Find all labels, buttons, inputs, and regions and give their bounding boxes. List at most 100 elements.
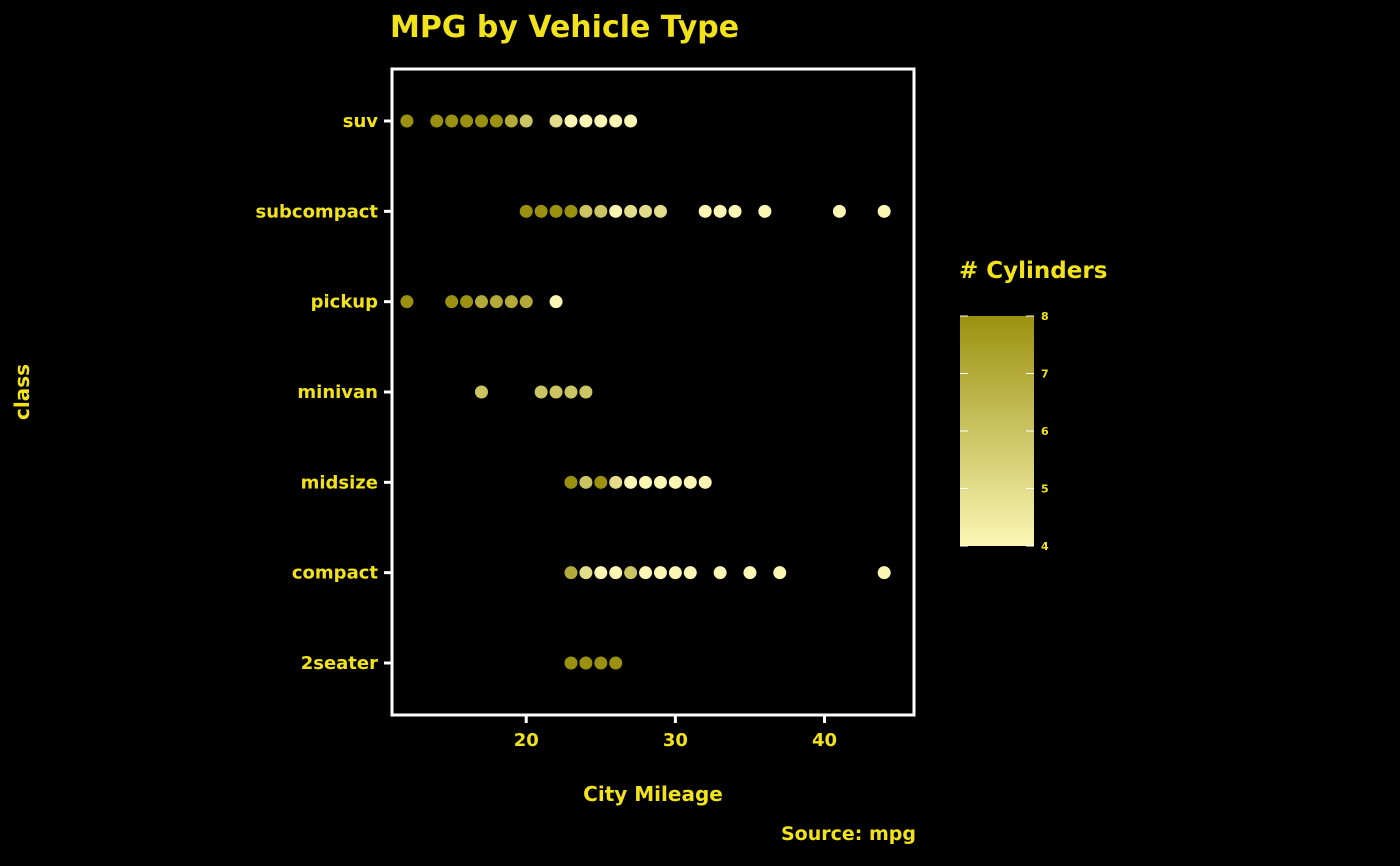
panel-border (390, 67, 916, 717)
data-point (579, 114, 593, 128)
data-point (564, 566, 578, 580)
y-tick-label: suv (343, 111, 379, 132)
y-tick-label: midsize (301, 472, 378, 493)
legend-tick-label: 7 (1041, 368, 1049, 381)
data-point (564, 204, 578, 218)
data-point (564, 656, 578, 670)
legend-tick-label: 5 (1041, 483, 1049, 496)
data-point (579, 385, 593, 399)
data-point (519, 295, 533, 309)
data-point (624, 475, 638, 489)
data-point (489, 295, 503, 309)
data-point (624, 114, 638, 128)
data-point (549, 114, 563, 128)
data-point (474, 114, 488, 128)
data-point (639, 475, 653, 489)
data-point (668, 475, 682, 489)
legend-tick-label: 6 (1041, 425, 1049, 438)
data-point (564, 385, 578, 399)
y-tick-label: minivan (297, 382, 378, 403)
y-axis-title: class (10, 364, 34, 420)
data-point (474, 385, 488, 399)
legend-tick-label: 8 (1041, 310, 1049, 323)
data-point (653, 566, 667, 580)
data-points (400, 114, 891, 670)
data-point (400, 295, 414, 309)
color-legend: # Cylinders 4 5 6 7 8 (959, 258, 1107, 553)
data-point (549, 204, 563, 218)
x-tick-label: 40 (812, 730, 837, 751)
data-point (758, 204, 772, 218)
data-point (460, 114, 474, 128)
data-point (609, 475, 623, 489)
data-point (609, 204, 623, 218)
data-point (445, 114, 459, 128)
legend-title: # Cylinders (959, 258, 1107, 284)
data-point (400, 114, 414, 128)
data-point (564, 475, 578, 489)
y-axis: 2seater compact midsize minivan pickup subcom… (255, 111, 391, 674)
data-point (639, 204, 653, 218)
data-point (579, 566, 593, 580)
data-point (579, 475, 593, 489)
data-point (773, 566, 787, 580)
data-point (534, 204, 548, 218)
data-point (579, 204, 593, 218)
data-point (445, 295, 459, 309)
legend-tick-label: 4 (1041, 540, 1049, 553)
data-point (624, 566, 638, 580)
data-point (594, 566, 608, 580)
data-point (877, 566, 891, 580)
data-point (713, 204, 727, 218)
data-point (594, 204, 608, 218)
x-axis-title: City Mileage (583, 782, 723, 806)
data-point (549, 295, 563, 309)
data-point (668, 566, 682, 580)
data-point (653, 475, 667, 489)
data-point (728, 204, 742, 218)
data-point (594, 114, 608, 128)
data-point (594, 475, 608, 489)
data-point (743, 566, 757, 580)
data-point (832, 204, 846, 218)
x-axis: 20 30 40 (514, 716, 837, 751)
y-tick-label: 2seater (301, 653, 378, 674)
y-tick-label: subcompact (255, 201, 378, 222)
data-point (430, 114, 444, 128)
data-point (564, 114, 578, 128)
data-point (594, 656, 608, 670)
data-point (489, 114, 503, 128)
legend-colorbar (960, 316, 1034, 546)
data-point (504, 295, 518, 309)
data-point (653, 204, 667, 218)
y-tick-label: pickup (311, 292, 379, 313)
y-tick-label: compact (292, 563, 378, 584)
data-point (504, 114, 518, 128)
data-point (519, 204, 533, 218)
data-point (579, 656, 593, 670)
legend-ticks: 4 5 6 7 8 (960, 310, 1049, 553)
chart-title: MPG by Vehicle Type (390, 10, 739, 45)
data-point (460, 295, 474, 309)
data-point (519, 114, 533, 128)
data-point (624, 204, 638, 218)
data-point (683, 475, 697, 489)
caption: Source: mpg (781, 823, 916, 845)
data-point (698, 475, 712, 489)
data-point (534, 385, 548, 399)
data-point (683, 566, 697, 580)
x-tick-label: 30 (663, 730, 688, 751)
x-tick-label: 20 (514, 730, 539, 751)
data-point (877, 204, 891, 218)
plot-panel (390, 67, 916, 717)
data-point (609, 114, 623, 128)
data-point (713, 566, 727, 580)
data-point (549, 385, 563, 399)
data-point (698, 204, 712, 218)
data-point (609, 566, 623, 580)
data-point (609, 656, 623, 670)
data-point (474, 295, 488, 309)
data-point (639, 566, 653, 580)
